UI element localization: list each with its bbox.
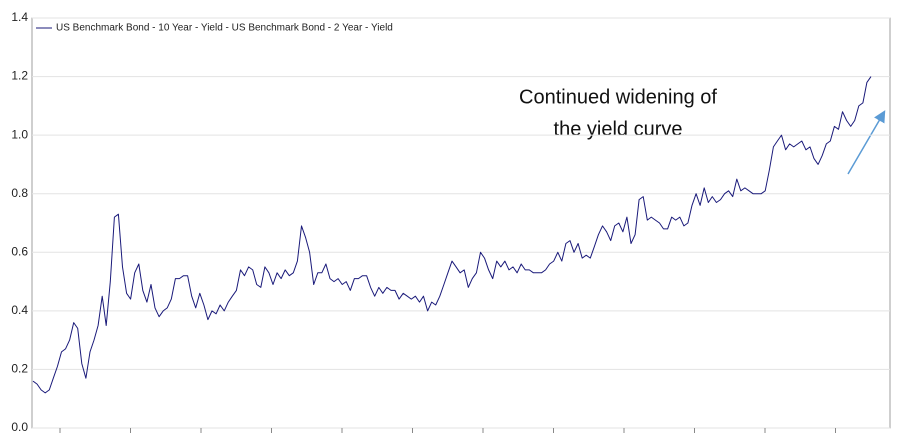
legend-label: US Benchmark Bond - 10 Year - Yield - US… xyxy=(56,23,393,34)
y-tick-label: 1.4 xyxy=(11,10,28,24)
annotation-line: the yield curve xyxy=(554,118,683,140)
y-tick-label: 1.0 xyxy=(11,127,28,141)
line xyxy=(32,76,872,394)
y-tick-label: 0.0 xyxy=(11,420,28,434)
y-tick-label: 0.6 xyxy=(11,244,28,258)
annotation-line: Continued widening of xyxy=(519,86,717,108)
plot-area xyxy=(31,17,891,429)
y-tick-label: 0.8 xyxy=(11,186,28,200)
y-tick-label: 0.2 xyxy=(11,362,28,376)
arrow xyxy=(847,110,886,175)
y-tick-label: 1.2 xyxy=(11,69,28,83)
y-tick-label: 0.4 xyxy=(11,303,28,317)
